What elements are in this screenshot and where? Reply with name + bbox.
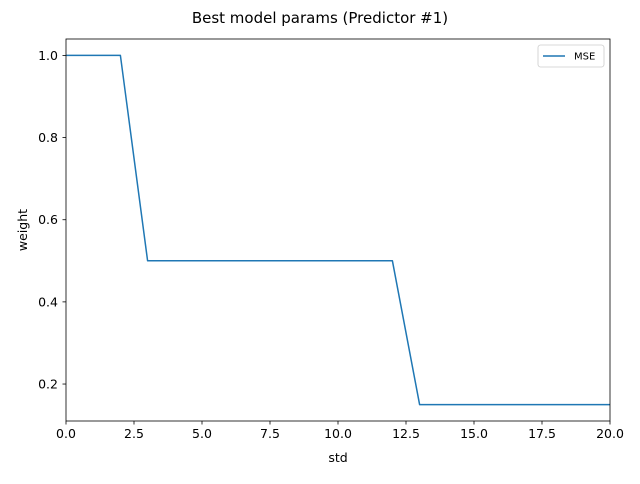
x-tick-label: 20.0 (596, 426, 624, 441)
x-axis-label: std (328, 450, 347, 465)
x-tick-label: 0.0 (56, 426, 76, 441)
y-tick-label: 0.6 (38, 212, 58, 227)
y-tick-label: 0.8 (38, 130, 58, 145)
x-tick-label: 12.5 (392, 426, 420, 441)
y-tick-label: 0.4 (38, 294, 58, 309)
y-tick-label: 0.2 (38, 377, 58, 392)
x-tick-label: 15.0 (460, 426, 488, 441)
legend-label: MSE (574, 52, 595, 63)
x-tick-label: 5.0 (192, 426, 212, 441)
y-axis-ticks: 0.2 0.4 0.6 0.8 1.0 (38, 48, 66, 392)
y-axis-label: weight (15, 209, 30, 251)
legend: MSE (537, 44, 605, 68)
x-tick-label: 17.5 (528, 426, 556, 441)
x-tick-label: 2.5 (124, 426, 144, 441)
chart-title: Best model params (Predictor #1) (192, 9, 448, 27)
series-line-0 (66, 54, 610, 406)
y-tick-label: 1.0 (38, 48, 58, 63)
legend-box (537, 44, 605, 68)
x-tick-label: 10.0 (324, 426, 352, 441)
x-tick-label: 7.5 (260, 426, 280, 441)
x-axis-ticks: 0.0 2.5 5.0 7.5 10.0 12.5 15.0 17.5 20.0 (56, 421, 624, 441)
